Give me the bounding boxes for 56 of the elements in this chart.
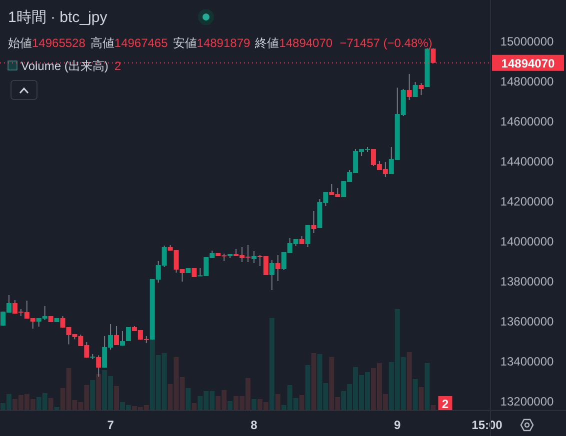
candlestick <box>120 330 125 346</box>
y-tick-label: 14200000 <box>500 194 554 209</box>
annotation: 14967465 <box>114 36 168 50</box>
legend-label: Volume (出来高) <box>21 59 108 73</box>
candlestick <box>126 327 131 341</box>
annotation: −71457 (−0.48%) <box>340 36 432 50</box>
bar <box>186 388 191 410</box>
bar <box>114 386 120 410</box>
bar <box>418 387 424 410</box>
candlestick <box>418 82 424 96</box>
bar <box>311 353 316 410</box>
candlestick <box>251 250 256 264</box>
y-tick-label: 14000000 <box>500 234 554 249</box>
bar <box>430 405 436 410</box>
candlestick <box>269 260 274 290</box>
bar <box>275 394 280 410</box>
candlestick <box>406 74 412 100</box>
data-label: 2 <box>442 397 449 411</box>
text: 2 <box>114 59 122 73</box>
bar <box>412 379 418 410</box>
candlestick <box>412 82 418 98</box>
candlestick <box>311 210 316 234</box>
annotation: 始値 <box>8 36 32 50</box>
bar <box>96 374 102 410</box>
bar <box>305 365 310 410</box>
bar <box>48 398 54 410</box>
bar <box>251 399 256 410</box>
text: 1時間 · btc_jpy <box>8 9 108 26</box>
bar <box>424 363 430 410</box>
x-tick-label: 8 <box>250 418 258 432</box>
bar <box>406 352 412 410</box>
y-tick-label: 14800000 <box>500 74 554 89</box>
candlestick <box>305 224 310 248</box>
bar <box>90 380 96 410</box>
annotation: 終値 <box>254 36 280 50</box>
annotation: 14891879 <box>196 36 250 50</box>
annotation: 高値 <box>90 36 114 50</box>
bar <box>192 403 197 410</box>
y-tick-label: 13200000 <box>500 394 554 409</box>
bar <box>269 318 274 410</box>
y-tick-label: 14400000 <box>500 154 554 169</box>
y-tick-label: 15000000 <box>500 34 554 49</box>
x-tick-label: 7 <box>107 418 114 432</box>
bar <box>299 395 304 410</box>
annotation: 14965528 <box>32 36 86 50</box>
annotation: 安値 <box>172 36 197 50</box>
ref-line-label: 14894070 <box>501 56 556 70</box>
y-tick-label: 13800000 <box>500 274 554 289</box>
y-tick-label: 13400000 <box>500 354 554 369</box>
bar <box>228 401 233 410</box>
y-tick-label: 13600000 <box>500 314 554 329</box>
x-tick-label: 9 <box>394 418 402 432</box>
candlestick <box>275 254 280 282</box>
candlestick <box>114 326 120 346</box>
annotation: 14894070 <box>279 36 333 50</box>
y-tick-label: 14600000 <box>500 114 554 129</box>
